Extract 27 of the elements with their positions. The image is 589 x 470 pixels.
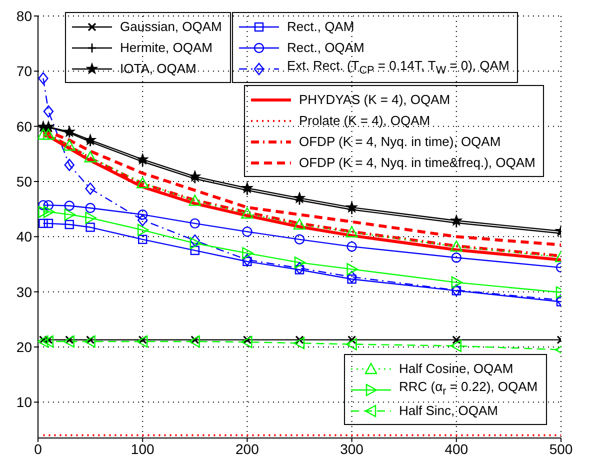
- legend-label: RRC (α$_{r}$ = 0.22), OQAM: [399, 378, 538, 400]
- y-tick-label: 60: [16, 118, 32, 134]
- legend-label: Rect., QAM: [287, 18, 354, 35]
- y-tick-label: 50: [16, 173, 32, 190]
- x-tick-label: 400: [444, 440, 468, 457]
- x-tick-label: 300: [340, 440, 364, 457]
- y-tick-label: 10: [16, 394, 32, 410]
- legend-label: PHYDYAS (K = 4), OQAM: [299, 91, 450, 108]
- x-tick-label: 100: [130, 440, 154, 457]
- legend-label: Gaussian, OQAM: [120, 18, 222, 35]
- y-tick-label: 40: [16, 228, 32, 245]
- legend-label: Half Sinc, OQAM: [399, 402, 498, 419]
- y-tick-label: 20: [16, 338, 32, 355]
- legend-label: IOTA, OQAM: [120, 60, 196, 77]
- x-tick-label: 500: [549, 440, 573, 457]
- legend-label: Prolate (K = 4), OQAM: [299, 112, 430, 129]
- y-tick-label: 80: [16, 8, 32, 24]
- x-tick-label: 0: [34, 440, 42, 457]
- legend-label: Half Cosine, OQAM: [399, 360, 514, 377]
- legend-label: OFDP (K = 4, Nyq. in time), OQAM: [299, 133, 501, 150]
- legend-label: OFDP (K = 4, Nyq. in time&freq.), OQAM: [299, 154, 536, 171]
- y-tick-label: 70: [16, 63, 32, 80]
- legend-label: Rect., OQAM: [287, 39, 364, 56]
- x-tick-label: 200: [236, 440, 260, 457]
- legend-label: Hermite, OQAM: [120, 39, 212, 56]
- legend-label: Ext. Rect. (T$_{CP}$ = 0.14T, T$_{W}$ = 0), QAM: [287, 57, 510, 79]
- y-tick-label: 30: [16, 284, 32, 300]
